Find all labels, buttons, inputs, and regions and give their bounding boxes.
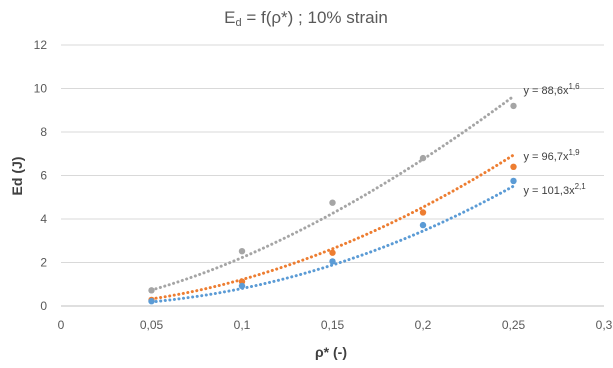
trendline-1	[150, 94, 515, 292]
x-tick-label: 0,3	[596, 318, 613, 332]
data-point	[419, 154, 427, 162]
chart-title-rest: = f(ρ*) ; 10% strain	[242, 8, 388, 27]
data-point	[238, 282, 246, 290]
x-tick-label: 0,2	[415, 318, 432, 332]
trendlines	[150, 94, 515, 304]
y-tick-label: 2	[40, 256, 47, 270]
y-tick-label: 6	[40, 169, 47, 183]
y-tick-label: 10	[34, 82, 48, 96]
x-tick-labels: 0 0,05 0,1 0,15 0,2 0,25 0,3	[58, 318, 613, 332]
x-tick-label: 0,05	[140, 318, 164, 332]
data-point	[238, 247, 246, 255]
data-point	[148, 298, 155, 305]
trendline-equation-2: y = 96,7x1,9	[524, 148, 581, 163]
y-tick-label: 4	[40, 212, 47, 226]
y-tick-label: 8	[40, 125, 47, 139]
trendline-3	[150, 184, 515, 304]
chart-title: Ed = f(ρ*) ; 10% strain	[224, 8, 388, 29]
data-point	[329, 249, 336, 256]
data-points	[148, 102, 517, 305]
y-tick-label: 12	[34, 38, 48, 52]
data-point	[329, 258, 336, 265]
data-point	[510, 177, 517, 185]
x-tick-label: 0	[58, 318, 65, 332]
chart-title-main: E	[224, 8, 235, 27]
x-tick-label: 0,25	[502, 318, 526, 332]
x-axis-title: ρ* (-)	[315, 344, 347, 360]
data-point	[419, 221, 427, 229]
x-tick-label: 0,15	[321, 318, 345, 332]
equation-base: y = 88,6x	[524, 85, 569, 97]
equation-base: y = 101,3x	[524, 185, 576, 197]
equation-base: y = 96,7x	[524, 151, 569, 163]
data-point	[419, 209, 427, 216]
data-point	[148, 287, 155, 294]
equation-exponent: 2,1	[575, 182, 587, 191]
y-tick-labels: 0 2 4 6 8 10 12	[34, 38, 48, 313]
y-tick-label: 0	[40, 299, 47, 313]
trendline-equation-3: y = 101,3x2,1	[524, 182, 587, 197]
x-tick-label: 0,1	[234, 318, 251, 332]
gridlines	[61, 44, 604, 263]
chart-title-sub: d	[236, 17, 242, 29]
equation-exponent: 1,9	[568, 148, 580, 157]
data-point	[329, 199, 336, 206]
data-point	[510, 163, 517, 170]
trendline-equation-1: y = 88,6x1,6	[524, 82, 581, 97]
trendline-equations: y = 88,6x1,6 y = 96,7x1,9 y = 101,3x2,1	[524, 82, 587, 197]
data-point	[510, 102, 517, 110]
y-axis-title: Ed (J)	[9, 157, 25, 196]
trendline-2	[150, 153, 515, 301]
equation-exponent: 1,6	[568, 82, 580, 91]
